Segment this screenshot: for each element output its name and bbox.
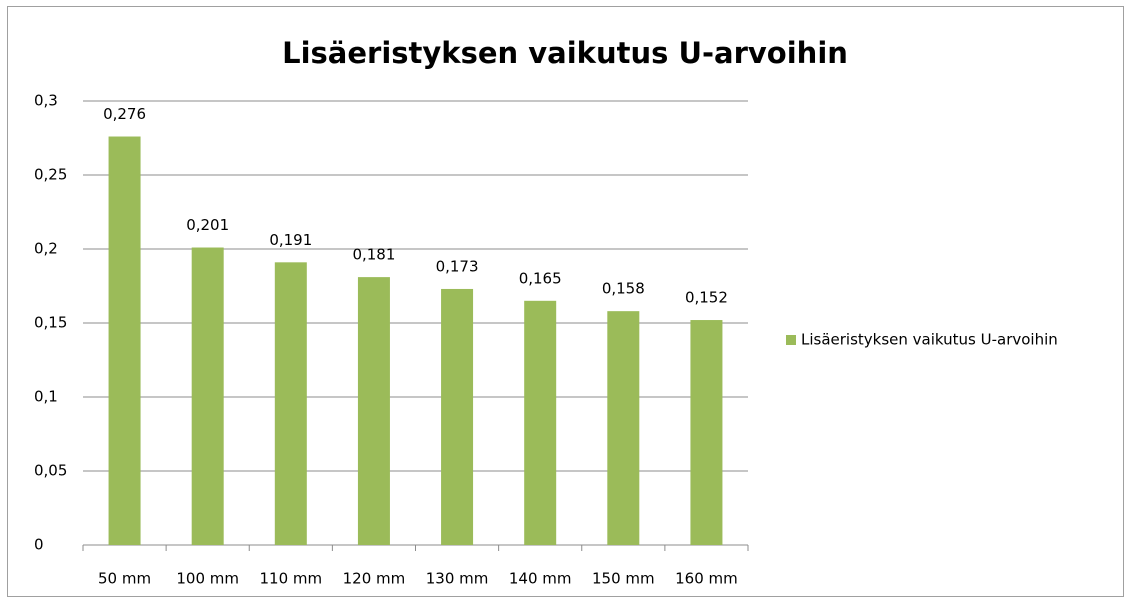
data-label: 0,276 bbox=[103, 105, 146, 123]
data-label: 0,191 bbox=[269, 231, 312, 249]
bar bbox=[108, 136, 141, 545]
data-label: 0,158 bbox=[602, 280, 645, 298]
legend-label: Lisäeristyksen vaikutus U-arvoihin bbox=[801, 331, 1058, 349]
x-tick-label: 100 mm bbox=[176, 570, 239, 588]
x-tick-label: 110 mm bbox=[260, 570, 323, 588]
x-tick-label: 140 mm bbox=[509, 570, 572, 588]
y-tick-label: 0,15 bbox=[34, 314, 67, 332]
bar bbox=[191, 247, 224, 545]
y-tick-label: 0 bbox=[34, 536, 44, 554]
y-tick-label: 0,3 bbox=[34, 92, 58, 110]
data-label: 0,181 bbox=[352, 246, 395, 264]
bar bbox=[607, 311, 640, 545]
x-tick-label: 50 mm bbox=[98, 570, 151, 588]
y-tick-label: 0,1 bbox=[34, 388, 58, 406]
chart-border bbox=[7, 6, 1124, 597]
y-tick-label: 0,05 bbox=[34, 462, 67, 480]
bar bbox=[357, 277, 390, 545]
legend-swatch bbox=[786, 335, 796, 345]
data-label: 0,201 bbox=[186, 216, 229, 234]
y-tick-label: 0,2 bbox=[34, 240, 58, 258]
data-label: 0,152 bbox=[685, 289, 728, 307]
chart-title: Lisäeristyksen vaikutus U-arvoihin bbox=[282, 36, 848, 70]
bar bbox=[524, 300, 557, 545]
y-tick-label: 0,25 bbox=[34, 166, 67, 184]
x-tick-label: 160 mm bbox=[675, 570, 738, 588]
data-label: 0,173 bbox=[436, 257, 479, 275]
x-tick-label: 130 mm bbox=[426, 570, 489, 588]
bar bbox=[441, 288, 474, 545]
bar bbox=[690, 320, 723, 545]
data-label: 0,165 bbox=[519, 269, 562, 287]
x-tick-label: 120 mm bbox=[343, 570, 406, 588]
bar bbox=[274, 262, 307, 545]
x-tick-label: 150 mm bbox=[592, 570, 655, 588]
